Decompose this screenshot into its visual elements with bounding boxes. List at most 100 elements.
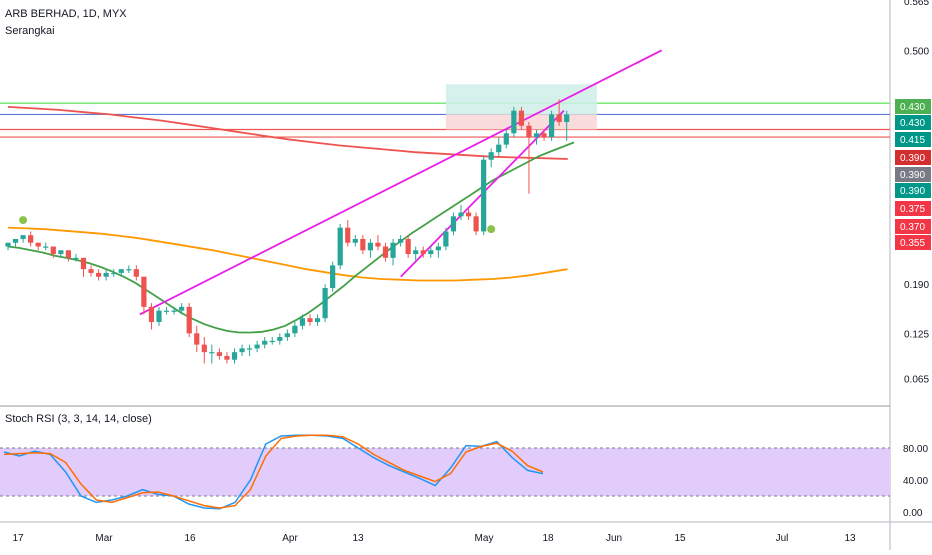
- candle-body: [43, 246, 49, 248]
- candle-body: [239, 348, 245, 353]
- price-tick-label: 0.065: [904, 375, 929, 386]
- candle-body: [526, 125, 532, 138]
- candle-body: [481, 159, 487, 232]
- candle-body: [541, 133, 547, 138]
- candle-body: [314, 318, 321, 322]
- candle-body: [111, 272, 117, 275]
- stoch-tick-label: 40.00: [903, 476, 928, 487]
- candle-body: [12, 238, 19, 243]
- candle-body: [330, 265, 336, 289]
- candle-body: [549, 114, 555, 138]
- candle-body: [488, 152, 494, 160]
- candle-body: [5, 242, 11, 247]
- ma-red-line: [7, 106, 568, 160]
- price-label-text: 0.430: [900, 102, 925, 113]
- time-tick-label: 18: [542, 533, 554, 544]
- price-label-box: [895, 219, 931, 234]
- signal-marker: [487, 225, 496, 234]
- candle-body: [533, 133, 540, 138]
- time-tick-label: 17: [12, 533, 24, 544]
- candle-body: [50, 246, 56, 255]
- candle-body: [556, 114, 562, 122]
- candle-body: [35, 242, 41, 247]
- candle-body: [80, 257, 87, 270]
- price-label-box: [895, 132, 931, 147]
- candle-body: [247, 348, 253, 350]
- stoch-tick-label: 0.00: [903, 508, 923, 519]
- candle-body: [20, 235, 26, 239]
- price-label-text: 0.375: [900, 204, 925, 215]
- candle-body: [360, 238, 366, 251]
- price-label-box: [895, 150, 931, 165]
- candle-body: [148, 306, 155, 322]
- candle-body: [224, 355, 230, 360]
- candle-body: [96, 272, 102, 277]
- candle-body: [450, 216, 457, 232]
- price-label-box: [895, 235, 931, 250]
- time-tick-label: 15: [674, 533, 686, 544]
- price-label-text: 0.390: [900, 186, 925, 197]
- time-tick-label: Jul: [776, 533, 789, 544]
- candle-body: [496, 144, 502, 153]
- candle-body: [390, 242, 396, 258]
- wedge-upper-line: [139, 49, 663, 316]
- price-label-text: 0.355: [900, 238, 925, 249]
- candle-body: [194, 333, 200, 345]
- stoch-k-line: [3, 434, 544, 510]
- signal-marker: [19, 216, 28, 225]
- candle-body: [299, 318, 306, 326]
- candle-body: [367, 242, 373, 251]
- candle-body: [126, 269, 132, 271]
- candle-body: [307, 318, 313, 322]
- candle-body: [322, 288, 328, 319]
- candle-body: [435, 246, 441, 251]
- candle-body: [345, 227, 351, 243]
- candle-body: [58, 250, 64, 255]
- candle-body: [564, 114, 570, 122]
- price-label-text: 0.390: [900, 153, 925, 164]
- candle-body: [518, 110, 524, 126]
- time-tick-label: Mar: [95, 533, 113, 544]
- candle-body: [216, 352, 222, 356]
- candle-body: [179, 306, 185, 311]
- ma-orange-line: [7, 226, 568, 282]
- price-label-box: [895, 183, 931, 198]
- price-tick-label: 0.565: [904, 0, 929, 8]
- candle-body: [118, 269, 124, 273]
- time-tick-label: 13: [844, 533, 856, 544]
- candle-body: [465, 212, 472, 217]
- candle-body: [382, 246, 389, 258]
- candle-body: [73, 257, 79, 260]
- stoch-band: [0, 448, 890, 496]
- price-label-box: [895, 99, 931, 114]
- candle-body: [156, 310, 162, 322]
- time-tick-label: Jun: [606, 533, 622, 544]
- candle-body: [201, 344, 207, 353]
- price-tick-label: 0.190: [904, 280, 929, 291]
- candle-body: [254, 344, 260, 349]
- price-label-box: [895, 201, 931, 216]
- candle-body: [65, 250, 71, 258]
- price-tick-label: 0.500: [904, 46, 929, 57]
- time-tick-label: May: [475, 533, 494, 544]
- candle-body: [375, 242, 381, 247]
- candle-body: [88, 269, 94, 273]
- candle-body: [398, 238, 404, 243]
- candle-body: [141, 276, 147, 307]
- symbol-title: ARB BERHAD, 1D, MYX: [5, 8, 127, 20]
- price-label-text: 0.390: [900, 170, 925, 181]
- candle-body: [413, 250, 419, 255]
- candle-body: [420, 250, 426, 255]
- candle-body: [277, 337, 283, 341]
- price-label-text: 0.370: [900, 222, 925, 233]
- candle-body: [292, 325, 298, 334]
- candle-body: [262, 340, 268, 345]
- candle-body: [231, 352, 238, 360]
- stoch-d-line: [3, 434, 544, 509]
- stoch-tick-label: 80.00: [903, 444, 928, 455]
- stoch-label: Stoch RSI (3, 3, 14, 14, close): [5, 413, 152, 425]
- candle-body: [209, 352, 215, 354]
- indicator-label: Serangkai: [5, 25, 55, 37]
